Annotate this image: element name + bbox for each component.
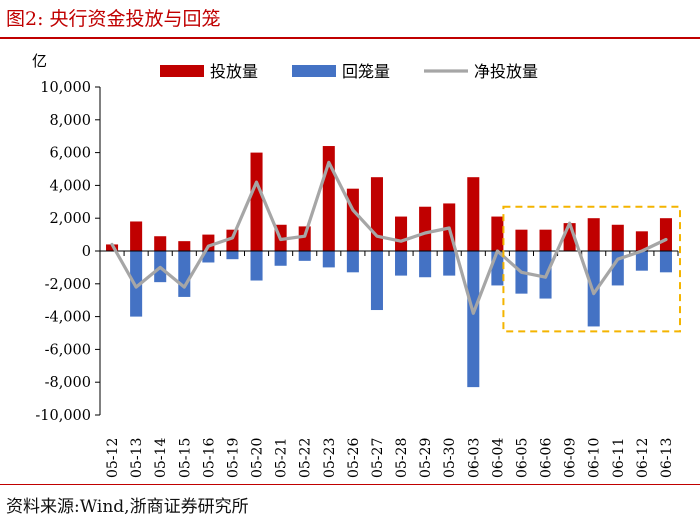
x-tick-label: 05-14 xyxy=(153,438,169,478)
bar-回笼量 xyxy=(346,251,359,273)
x-tick-label: 05-15 xyxy=(177,438,193,478)
x-tick-label: 06-13 xyxy=(659,438,675,478)
bar-投放量 xyxy=(154,236,167,251)
x-tick-label: 06-11 xyxy=(611,438,627,478)
y-tick-label: 2,000 xyxy=(49,211,91,227)
bar-回笼量 xyxy=(419,251,432,278)
y-tick-label: -6,000 xyxy=(45,342,91,358)
legend-swatch-回笼量 xyxy=(292,65,336,77)
bar-回笼量 xyxy=(130,251,143,317)
x-tick-label: 05-26 xyxy=(346,438,362,478)
x-tick-label: 06-12 xyxy=(635,438,651,478)
y-tick-label: 0 xyxy=(82,244,91,260)
bar-投放量 xyxy=(370,177,383,251)
bar-line-chart: -10,000 -8,000 -6,000 -4,000 -2,000 0 2,000 4,0… xyxy=(32,52,681,478)
legend-label-回笼量: 回笼量 xyxy=(342,62,390,81)
bar-回笼量 xyxy=(226,251,239,260)
title-rule xyxy=(0,37,700,39)
y-tick-label: 6,000 xyxy=(49,146,91,162)
bar-回笼量 xyxy=(202,251,215,263)
bar-投放量 xyxy=(178,241,191,251)
bar-投放量 xyxy=(395,216,408,251)
x-tick-label: 06-09 xyxy=(563,438,579,478)
line-净投放量 xyxy=(110,160,668,315)
bar-回笼量 xyxy=(395,251,408,276)
source-note: 资料来源:Wind,浙商证券研究所 xyxy=(6,497,249,517)
bar-回笼量 xyxy=(178,251,191,297)
bar-回笼量 xyxy=(298,251,311,261)
bar-回笼量 xyxy=(467,251,480,388)
highlight-box xyxy=(502,205,681,333)
x-tick-label: 05-13 xyxy=(129,438,145,478)
x-tick-label: 06-04 xyxy=(490,438,506,478)
bar-投放量 xyxy=(419,206,432,251)
x-tick-label: 06-06 xyxy=(539,438,555,478)
bar-回笼量 xyxy=(322,251,335,268)
y-tick-label: 10,000 xyxy=(40,80,91,96)
x-tick-label: 05-29 xyxy=(418,438,434,478)
legend-swatch-投放量 xyxy=(160,65,204,77)
legend-label-净投放量: 净投放量 xyxy=(474,62,538,81)
x-tick-label: 05-20 xyxy=(250,438,266,478)
bar-投放量 xyxy=(635,231,648,251)
bar-投放量 xyxy=(130,221,143,251)
y-tick-label: -10,000 xyxy=(35,408,91,424)
x-tick-label: 06-03 xyxy=(466,438,482,478)
y-tick-label: -8,000 xyxy=(45,375,91,391)
y-tick-label: -4,000 xyxy=(45,310,91,326)
figure-title: 图2: 央行资金投放与回笼 xyxy=(6,8,221,30)
x-tick-label: 05-19 xyxy=(225,438,241,478)
x-tick-label: 05-23 xyxy=(322,438,338,478)
bar-投放量 xyxy=(539,229,552,251)
bar-回笼量 xyxy=(250,251,263,281)
x-tick-label: 05-27 xyxy=(370,438,386,478)
x-tick-label: 05-28 xyxy=(394,438,410,478)
bar-投放量 xyxy=(611,224,624,251)
x-tick-label: 05-16 xyxy=(201,438,217,478)
bar-回笼量 xyxy=(274,251,287,266)
bar-投放量 xyxy=(587,218,600,251)
x-tick-label: 05-30 xyxy=(442,438,458,478)
y-tick-label: 8,000 xyxy=(49,113,91,129)
x-tick-label: 05-12 xyxy=(105,438,121,478)
footer-rule xyxy=(0,484,700,485)
bar-投放量 xyxy=(250,152,263,251)
bar-投放量 xyxy=(298,226,311,251)
bar-回笼量 xyxy=(370,251,383,311)
bar-投放量 xyxy=(202,234,215,251)
bar-回笼量 xyxy=(443,251,456,276)
bar-投放量 xyxy=(491,216,504,251)
y-tick-label: -2,000 xyxy=(45,277,91,293)
bar-投放量 xyxy=(515,229,528,251)
y-tick-label: 4,000 xyxy=(49,178,91,194)
bar-投放量 xyxy=(467,177,480,251)
x-tick-label: 05-22 xyxy=(298,438,314,478)
x-tick-label: 06-10 xyxy=(587,438,603,478)
x-tick-label: 05-21 xyxy=(274,438,290,478)
bar-投放量 xyxy=(346,188,359,251)
bar-投放量 xyxy=(659,218,672,251)
legend-label-投放量: 投放量 xyxy=(210,62,258,81)
y-unit-label: 亿 xyxy=(32,52,47,70)
bar-回笼量 xyxy=(659,251,672,273)
bar-回笼量 xyxy=(635,251,648,271)
x-tick-label: 06-05 xyxy=(514,438,530,478)
